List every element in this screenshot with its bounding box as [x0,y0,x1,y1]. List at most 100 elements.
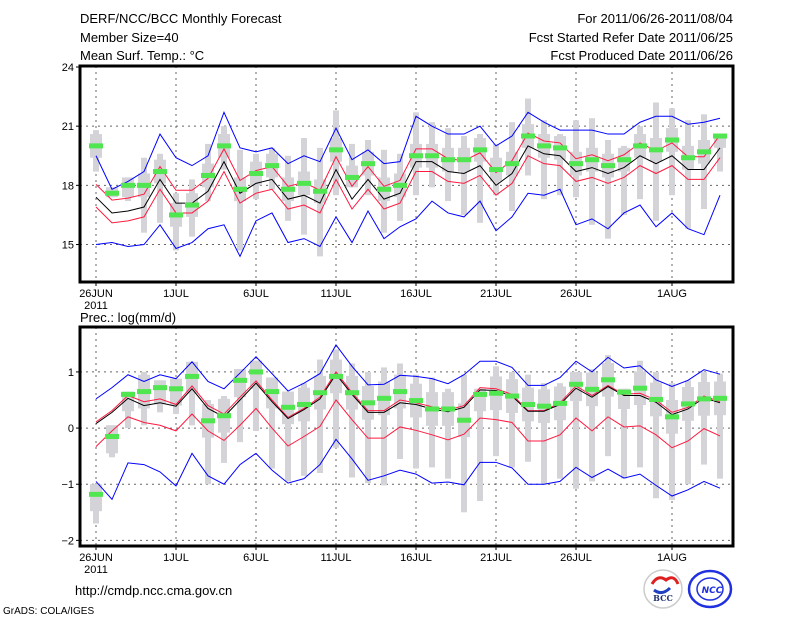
member-marker [313,188,327,194]
member-marker [617,157,631,163]
whisker-bar [349,143,355,188]
member-marker [393,182,407,188]
member-marker [473,391,487,397]
x-tick-label: 16JUL [400,552,432,564]
whisker-bar [477,134,483,223]
member-marker [601,163,615,169]
member-marker [217,143,231,149]
member-marker [537,403,551,409]
whisker-bar [493,366,499,457]
member-marker [505,393,519,399]
lower-spread-line [95,155,721,224]
whisker-bar [557,134,563,196]
precip-plot: 1 0 −1 −2 26JUN 1JUL 6JUL 11JUL 16JUL 21JUL 26JUL 1… [61,325,735,576]
member-marker [697,149,711,155]
whisker-bar [397,363,403,459]
whisker-bar [445,388,451,479]
whisker-bar [349,363,355,478]
upper-spread-line [95,132,721,201]
member-marker [361,400,375,406]
whisker-bar [157,153,163,223]
member-marker [281,186,295,192]
max-line [95,344,721,400]
y-tick-label: 0 [68,423,74,435]
member-marker [601,377,615,383]
max-line [95,111,721,190]
x-year-label: 2011 [84,300,108,312]
member-marker [441,157,455,163]
whisker-bar [701,371,707,465]
member-size: Member Size=40 [80,30,179,45]
whisker-bar [717,136,723,172]
member-marker [153,385,167,391]
source-url[interactable]: http://cmdp.ncc.cma.gov.cn [75,583,232,598]
member-marker [633,385,647,391]
member-marker [617,389,631,395]
member-marker [265,163,279,169]
whisker-bar [605,355,611,457]
member-marker [217,413,231,419]
chart-title: DERF/NCC/BCC Monthly Forecast [80,11,282,26]
member-marker [713,395,727,401]
whisker-bar [205,400,211,485]
mean-line [95,373,721,424]
whisker-bar [381,367,387,486]
member-marker [105,190,119,196]
whisker-bar [541,383,547,485]
x-year-label: 2011 [84,564,108,576]
x-tick-label: 26JUN [79,288,113,300]
member-marker [457,157,471,163]
whisker-bar [717,373,723,479]
member-marker [425,153,439,159]
member-marker [265,389,279,395]
lower-spread-line [95,399,721,449]
member-marker [521,401,535,407]
member-marker [185,373,199,379]
member-marker [201,418,215,424]
member-marker [649,396,663,402]
member-marker [313,390,327,396]
x-tick-label: 6JUL [243,288,269,300]
member-marker [521,133,535,139]
member-marker [105,434,119,439]
plot-frame [78,64,735,284]
member-marker [409,398,423,404]
whisker-bar [237,369,243,443]
whisker-bar [685,380,691,485]
grads-credit: GrADS: COLA/IGES [3,606,94,617]
member-marker [201,172,215,178]
member-marker [681,401,695,407]
whisker-bar [461,374,467,513]
member-marker [473,147,487,153]
whisker-bar [253,360,259,431]
member-marker [233,186,247,192]
member-marker [409,153,423,159]
precip-title: Prec.: log(mm/d) [80,310,176,325]
x-tick-label: 1AUG [657,288,687,300]
member-marker [585,157,599,163]
member-marker [681,155,695,161]
member-marker [377,186,391,192]
whisker-bar [621,388,627,479]
member-marker [121,391,135,397]
whisker-bar [589,369,595,482]
member-marker [697,396,711,402]
member-marker [665,414,679,420]
whisker-bar [669,383,675,500]
member-marker [569,161,583,167]
whisker-bar [573,371,579,489]
whisker-bar [621,145,627,215]
member-marker [425,406,439,412]
quartile-box [714,136,726,148]
plot-frame [78,325,735,548]
y-tick-label: 1 [68,367,74,379]
member-marker [361,161,375,167]
mean-line [95,145,721,214]
x-tick-label: 26JUL [560,552,592,564]
whisker-bar [413,374,419,469]
whisker-bar [269,377,275,469]
whisker-bar [365,371,371,484]
forecast-period: For 2011/06/26-2011/08/04 [577,11,733,26]
temperature-plot: 15 18 21 24 26JUN 1JUL 6JUL 11JUL 16JUL 21JUL 26JU… [62,62,735,312]
